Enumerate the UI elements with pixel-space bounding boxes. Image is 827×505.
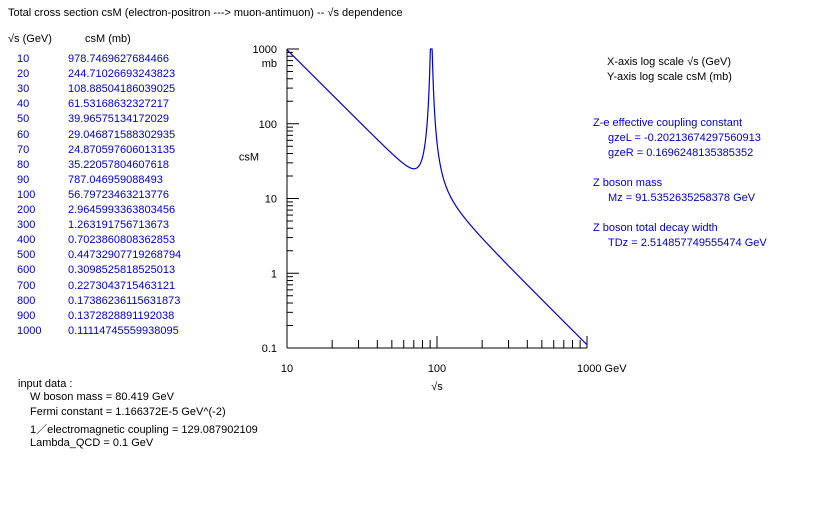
input-lambda-qcd: Lambda_QCD = 0.1 GeV (30, 437, 154, 449)
table-cell-csm: 0.17386236115631873 (68, 294, 181, 307)
z-width-heading: Z boson total decay width (593, 222, 718, 234)
data-point (358, 120, 360, 122)
y-tick-label: 100 (259, 119, 277, 131)
data-point (586, 344, 588, 346)
y-axis-unit-label: mb (262, 58, 277, 70)
table-cell-csm: 0.2273043715463121 (68, 279, 176, 292)
data-point (571, 329, 573, 331)
table-cell-sqrt-s: 70 (17, 143, 30, 156)
table-cell-csm: 244.71026693243823 (68, 68, 176, 81)
table-cell-sqrt-s: 200 (17, 204, 36, 216)
cross-section-curve (286, 48, 588, 346)
data-point (429, 56, 431, 58)
y-tick-label: 0.1 (262, 343, 277, 355)
table-cell-sqrt-s: 100 (17, 188, 36, 201)
table-cell-sqrt-s: 40 (17, 98, 30, 111)
table-cell-csm: 39.96575134172029 (68, 113, 169, 126)
table-cell-csm: 0.11114745559938095 (68, 324, 179, 337)
table-cell-sqrt-s: 900 (17, 309, 36, 322)
data-point (541, 298, 543, 300)
table-cell-sqrt-s: 90 (17, 173, 30, 186)
input-data-heading: input data : (18, 378, 73, 390)
x-tick-label: 10 (281, 363, 293, 375)
table-cell-sqrt-s: 400 (17, 234, 36, 247)
table-cell-csm: 56.79723463213776 (68, 188, 169, 201)
table-header-sqrt-s: √s (GeV) (8, 33, 52, 45)
table-cell-sqrt-s: 20 (17, 68, 30, 81)
data-point (391, 153, 393, 155)
z-mass-value: Mz = 91.5352635258378 GeV (608, 192, 756, 204)
data-point (413, 168, 415, 170)
table-cell-csm: 2.9645993363803456 (68, 204, 176, 216)
x-tick-label: 1000 GeV (577, 363, 627, 375)
data-point (579, 337, 581, 339)
table-cell-csm: 24.870597606013135 (68, 143, 176, 156)
page-title: Total cross section csM (electron-positr… (8, 7, 403, 19)
data-point (563, 320, 565, 322)
data-point (331, 94, 333, 96)
table-cell-sqrt-s: 80 (17, 158, 30, 171)
z-width-value: TDz = 2.514857749555474 GeV (608, 237, 767, 249)
table-cell-sqrt-s: 60 (17, 128, 30, 141)
gzer-value: gzeR = 0.1696248135385352 (608, 147, 754, 159)
y-tick-label: 1000 (253, 44, 277, 56)
data-point (286, 49, 288, 51)
table-cell-sqrt-s: 600 (17, 264, 36, 277)
y-axis-scale-note: Y-axis log scale csM (mb) (607, 71, 732, 83)
y-tick-label: 1 (271, 268, 277, 280)
table-header-csm: csM (mb) (85, 33, 131, 45)
input-em-coupling: 1／electromagnetic coupling = 129.0879021… (30, 424, 258, 436)
x-tick-label: 100 (428, 363, 446, 375)
table-cell-csm: 0.1372828891192038 (68, 309, 175, 322)
data-point (376, 139, 378, 141)
table-cell-sqrt-s: 50 (17, 113, 30, 126)
x-axis-scale-note: X-axis log scale √s (GeV) (607, 56, 732, 68)
table-cell-csm: 978.7469627684466 (68, 53, 169, 65)
data-point (421, 157, 423, 159)
table-cell-csm: 29.046871588302935 (68, 128, 176, 141)
y-tick-label: 10 (265, 194, 277, 206)
table-cell-csm: 0.44732907719268794 (68, 249, 182, 262)
input-w-mass: W boson mass = 80.419 GeV (30, 391, 174, 403)
table-cell-csm: 1.263191756713673 (68, 219, 169, 232)
table-cell-sqrt-s: 500 (17, 249, 36, 262)
gzel-value: gzeL = -0.20213674297560913 (608, 132, 761, 144)
table-cell-csm: 35.22057804607618 (68, 158, 169, 171)
axis-tick-labels: 10 100 1000 GeV 1000 100 10 1 0.1 (253, 44, 628, 375)
table-cell-sqrt-s: 30 (17, 83, 30, 96)
table-cell-sqrt-s: 10 (17, 53, 30, 65)
z-mass-heading: Z boson mass (593, 177, 663, 189)
data-point (526, 284, 528, 286)
table-cell-sqrt-s: 700 (17, 279, 36, 292)
data-point (553, 310, 555, 312)
table-cell-sqrt-s: 800 (17, 294, 36, 307)
data-point (508, 265, 510, 267)
axis-ticks (286, 48, 588, 349)
y-axis-label: csM (239, 152, 259, 164)
table-cell-sqrt-s: 1000 (17, 324, 42, 337)
table-cell-csm: 108.88504186039025 (68, 83, 176, 96)
x-axis-label: √s (431, 381, 443, 393)
data-point (436, 141, 438, 143)
table-cell-csm: 0.3098525818525013 (68, 264, 176, 277)
table-cell-csm: 61.53168632327217 (68, 98, 169, 111)
coupling-heading: Z-e effective coupling constant (593, 117, 742, 129)
table-cell-sqrt-s: 300 (17, 219, 36, 232)
data-point (403, 163, 405, 165)
data-point (481, 237, 483, 239)
table-cell-csm: 0.7023860808362853 (68, 234, 176, 247)
table-cell-csm: 787.046959088493 (68, 173, 163, 186)
input-fermi-constant: Fermi constant = 1.166372E-5 GeV^(-2) (30, 406, 226, 418)
